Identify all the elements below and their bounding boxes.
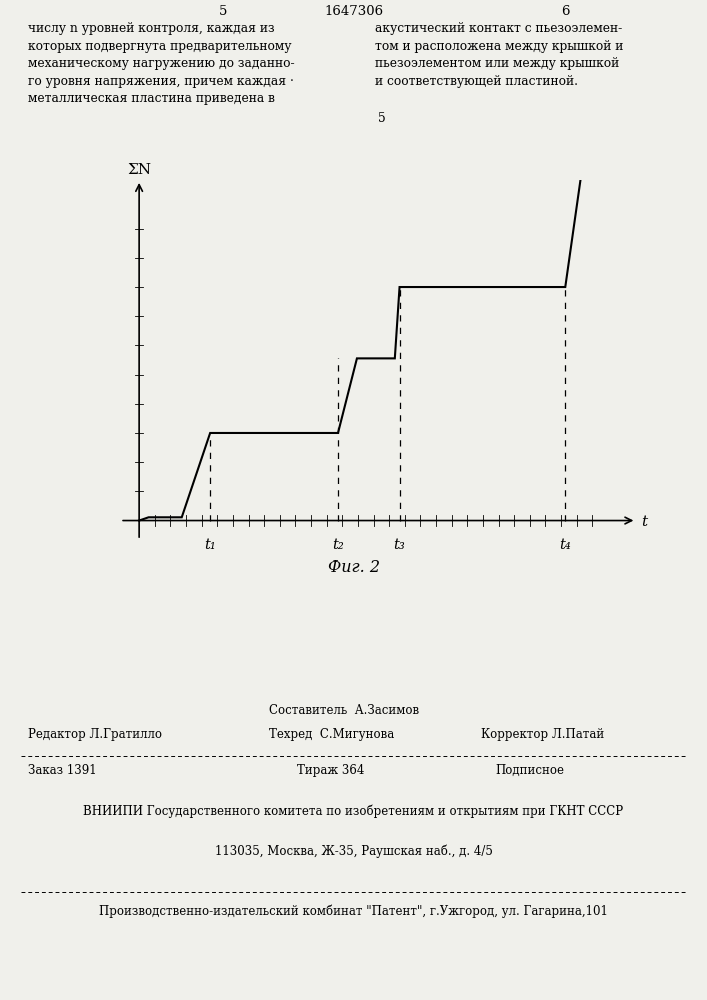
Text: 1647306: 1647306 (324, 5, 383, 18)
Text: 5: 5 (378, 112, 386, 125)
Text: Составитель  А.Засимов: Составитель А.Засимов (269, 704, 419, 717)
Text: акустический контакт с пьезоэлемен-
том и расположена между крышкой и
пьезоэлеме: акустический контакт с пьезоэлемен- том … (375, 22, 623, 88)
Text: Техред  С.Мигунова: Техред С.Мигунова (269, 728, 394, 741)
Text: t: t (641, 515, 647, 529)
Text: ВНИИПИ Государственного комитета по изобретениям и открытиям при ГКНТ СССР: ВНИИПИ Государственного комитета по изоб… (83, 804, 624, 818)
Text: Корректор Л.Патай: Корректор Л.Патай (481, 728, 604, 741)
Text: Фиг. 2: Фиг. 2 (327, 558, 380, 576)
Text: 113035, Москва, Ж-35, Раушская наб., д. 4/5: 113035, Москва, Ж-35, Раушская наб., д. … (214, 844, 493, 857)
Text: Подписное: Подписное (495, 764, 564, 777)
Text: числу n уровней контроля, каждая из
которых подвергнута предварительному
механич: числу n уровней контроля, каждая из кото… (28, 22, 295, 105)
Text: t₃: t₃ (394, 538, 405, 552)
Text: ΣN: ΣN (127, 163, 151, 177)
Text: Тираж 364: Тираж 364 (297, 764, 364, 777)
Text: Производственно-издательский комбинат "Патент", г.Ужгород, ул. Гагарина,101: Производственно-издательский комбинат "П… (99, 904, 608, 918)
Text: t₂: t₂ (332, 538, 344, 552)
Text: Заказ 1391: Заказ 1391 (28, 764, 97, 777)
Text: 5: 5 (218, 5, 227, 18)
Text: t₁: t₁ (204, 538, 216, 552)
Text: Редактор Л.Гратилло: Редактор Л.Гратилло (28, 728, 163, 741)
Text: 6: 6 (561, 5, 570, 18)
Text: t₄: t₄ (559, 538, 571, 552)
